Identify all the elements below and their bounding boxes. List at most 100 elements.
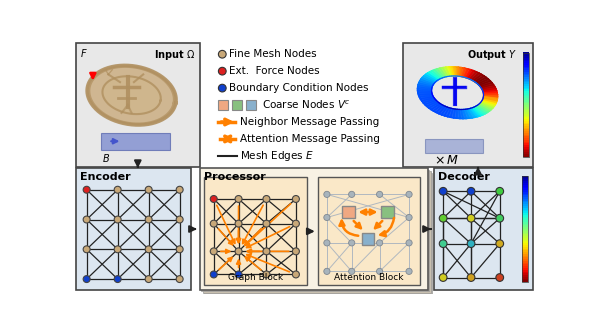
- Text: Fine Mesh Nodes: Fine Mesh Nodes: [229, 49, 317, 59]
- Text: $\times\, M$: $\times\, M$: [434, 154, 459, 167]
- Bar: [523, 54, 529, 56]
- Bar: [523, 94, 529, 96]
- Circle shape: [145, 186, 152, 193]
- Bar: [523, 98, 529, 100]
- FancyBboxPatch shape: [203, 171, 431, 293]
- Bar: [522, 179, 529, 181]
- Bar: [522, 204, 529, 206]
- Bar: [522, 207, 529, 210]
- Bar: [523, 80, 529, 82]
- Polygon shape: [446, 67, 452, 76]
- Polygon shape: [418, 85, 432, 89]
- Bar: [523, 77, 529, 79]
- Bar: [523, 152, 529, 154]
- Bar: [522, 259, 529, 261]
- Text: Neighbor Message Passing: Neighbor Message Passing: [240, 117, 380, 127]
- Bar: [522, 193, 529, 195]
- Bar: [522, 269, 529, 272]
- Text: Encoder: Encoder: [80, 172, 130, 182]
- Circle shape: [83, 246, 90, 253]
- Bar: [523, 85, 529, 87]
- FancyBboxPatch shape: [201, 170, 429, 291]
- Polygon shape: [418, 89, 432, 91]
- Circle shape: [377, 268, 383, 275]
- Bar: [523, 61, 529, 63]
- Polygon shape: [425, 100, 437, 106]
- Bar: [522, 206, 529, 208]
- Polygon shape: [432, 70, 443, 79]
- Polygon shape: [420, 79, 434, 85]
- FancyBboxPatch shape: [204, 173, 432, 294]
- Bar: [523, 91, 529, 93]
- Bar: [522, 243, 529, 245]
- Bar: [522, 197, 529, 199]
- Polygon shape: [482, 87, 496, 90]
- Bar: [523, 114, 529, 116]
- Circle shape: [114, 186, 121, 193]
- Polygon shape: [429, 71, 441, 79]
- Bar: [232, 100, 242, 111]
- Bar: [523, 122, 529, 124]
- Bar: [523, 70, 529, 72]
- Polygon shape: [476, 78, 488, 84]
- Bar: [523, 66, 529, 68]
- Bar: [522, 236, 529, 238]
- Bar: [523, 72, 529, 74]
- Bar: [522, 250, 529, 252]
- Polygon shape: [472, 73, 482, 81]
- Circle shape: [235, 271, 242, 278]
- Circle shape: [235, 220, 242, 227]
- Polygon shape: [426, 102, 439, 108]
- Bar: [247, 100, 257, 111]
- Polygon shape: [479, 81, 492, 86]
- Bar: [523, 140, 529, 142]
- Bar: [523, 126, 529, 128]
- Bar: [523, 106, 529, 109]
- Polygon shape: [424, 75, 437, 82]
- Polygon shape: [452, 67, 456, 76]
- FancyBboxPatch shape: [318, 178, 420, 285]
- Bar: [523, 92, 529, 95]
- Bar: [523, 145, 529, 147]
- Text: Boundary Condition Nodes: Boundary Condition Nodes: [229, 83, 369, 93]
- Polygon shape: [455, 67, 458, 76]
- Circle shape: [377, 240, 383, 246]
- Circle shape: [440, 240, 447, 248]
- Circle shape: [263, 220, 270, 227]
- Circle shape: [176, 246, 183, 253]
- Bar: [523, 150, 529, 152]
- Circle shape: [467, 187, 475, 195]
- Bar: [523, 52, 529, 54]
- Circle shape: [406, 268, 412, 275]
- Bar: [523, 68, 529, 70]
- Bar: [523, 117, 529, 119]
- Bar: [522, 200, 529, 203]
- Polygon shape: [419, 95, 434, 99]
- Bar: [523, 136, 529, 138]
- Bar: [522, 190, 529, 192]
- Bar: [522, 246, 529, 248]
- Bar: [523, 89, 529, 91]
- Polygon shape: [468, 71, 476, 79]
- FancyBboxPatch shape: [403, 44, 533, 167]
- Circle shape: [210, 220, 217, 227]
- Polygon shape: [478, 104, 491, 111]
- Polygon shape: [429, 103, 440, 110]
- Polygon shape: [481, 85, 495, 89]
- Circle shape: [219, 84, 226, 92]
- Polygon shape: [465, 109, 472, 118]
- Polygon shape: [89, 67, 174, 123]
- Bar: [522, 191, 529, 194]
- Polygon shape: [459, 110, 463, 118]
- Polygon shape: [476, 106, 488, 114]
- Bar: [523, 59, 529, 61]
- Bar: [522, 221, 529, 224]
- Bar: [522, 253, 529, 255]
- Bar: [522, 273, 529, 275]
- Polygon shape: [470, 72, 479, 80]
- Bar: [522, 271, 529, 273]
- Polygon shape: [421, 78, 435, 84]
- Bar: [522, 186, 529, 188]
- Bar: [523, 101, 529, 103]
- Circle shape: [377, 191, 383, 197]
